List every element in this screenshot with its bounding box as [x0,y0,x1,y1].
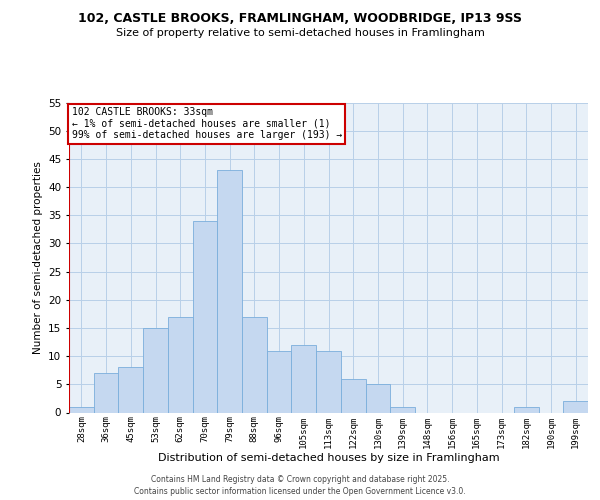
Bar [316,350,341,412]
Bar [217,170,242,412]
Bar [168,316,193,412]
Bar [193,221,217,412]
Text: 102 CASTLE BROOKS: 33sqm
← 1% of semi-detached houses are smaller (1)
99% of sem: 102 CASTLE BROOKS: 33sqm ← 1% of semi-de… [71,107,342,140]
Text: Contains public sector information licensed under the Open Government Licence v3: Contains public sector information licen… [134,487,466,496]
Bar [118,368,143,412]
Bar [143,328,168,412]
Text: Size of property relative to semi-detached houses in Framlingham: Size of property relative to semi-detach… [116,28,484,38]
Y-axis label: Number of semi-detached properties: Number of semi-detached properties [32,161,43,354]
Bar [341,378,365,412]
Bar [563,401,588,412]
Text: Contains HM Land Registry data © Crown copyright and database right 2025.: Contains HM Land Registry data © Crown c… [151,475,449,484]
Bar [365,384,390,412]
X-axis label: Distribution of semi-detached houses by size in Framlingham: Distribution of semi-detached houses by … [158,453,499,463]
Bar [390,407,415,412]
Bar [292,345,316,412]
Text: 102, CASTLE BROOKS, FRAMLINGHAM, WOODBRIDGE, IP13 9SS: 102, CASTLE BROOKS, FRAMLINGHAM, WOODBRI… [78,12,522,26]
Bar [242,316,267,412]
Bar [267,350,292,412]
Bar [69,407,94,412]
Bar [94,373,118,412]
Bar [514,407,539,412]
